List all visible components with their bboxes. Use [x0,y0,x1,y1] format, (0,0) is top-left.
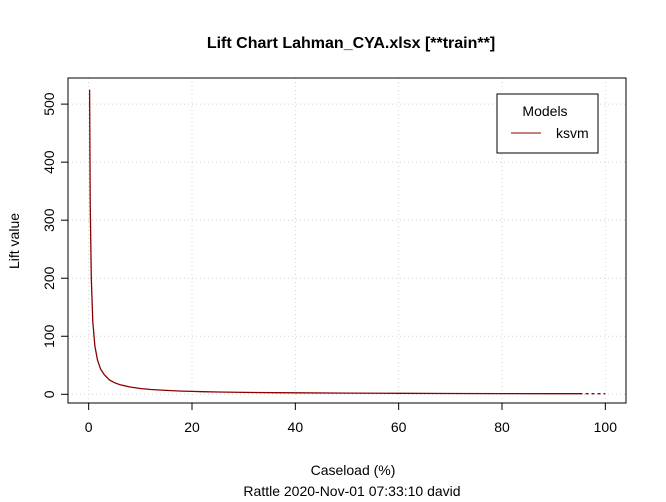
series-line-ksvm [88,89,580,395]
legend-entry-ksvm: ksvm [556,125,589,141]
x-tick-label: 60 [391,419,407,435]
series-layer [88,89,606,395]
x-tick-label: 40 [288,419,304,435]
axis-ticks: 0 20 40 60 80 100 0 100 200 300 400 500 [41,92,617,435]
y-tick-label: 100 [41,324,57,348]
legend-box [496,93,599,154]
x-tick-label: 20 [184,419,200,435]
legend-title: Models [522,103,567,119]
plot-frame [67,77,627,404]
x-tick-label: 80 [494,419,510,435]
y-tick-label: 300 [41,208,57,232]
y-tick-label: 0 [41,390,57,398]
y-tick-label: 400 [41,150,57,174]
x-axis-label: Caseload (%) [311,462,396,478]
chart-title: Lift Chart Lahman_CYA.xlsx [**train**] [207,35,495,52]
x-tick-label: 100 [594,419,618,435]
y-tick-label: 200 [41,266,57,290]
y-tick-label: 500 [41,92,57,116]
y-axis-label: Lift value [6,213,22,269]
x-tick-label: 0 [85,419,93,435]
footer-caption: Rattle 2020-Nov-01 07:33:10 david [243,483,460,499]
legend: Models ksvm [496,93,599,154]
